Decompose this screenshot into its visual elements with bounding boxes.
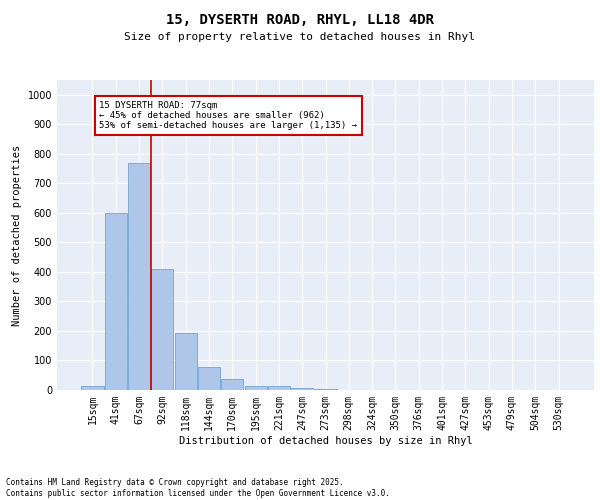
- X-axis label: Distribution of detached houses by size in Rhyl: Distribution of detached houses by size …: [179, 436, 472, 446]
- Bar: [314, 389, 337, 390]
- Text: 15, DYSERTH ROAD, RHYL, LL18 4DR: 15, DYSERTH ROAD, RHYL, LL18 4DR: [166, 12, 434, 26]
- Bar: [198, 367, 220, 390]
- Bar: [128, 162, 150, 390]
- Text: Size of property relative to detached houses in Rhyl: Size of property relative to detached ho…: [125, 32, 476, 42]
- Bar: [221, 379, 244, 390]
- Bar: [268, 386, 290, 390]
- Y-axis label: Number of detached properties: Number of detached properties: [12, 144, 22, 326]
- Bar: [105, 213, 127, 390]
- Bar: [175, 333, 197, 390]
- Bar: [291, 388, 313, 390]
- Text: Contains HM Land Registry data © Crown copyright and database right 2025.
Contai: Contains HM Land Registry data © Crown c…: [6, 478, 390, 498]
- Bar: [245, 386, 266, 390]
- Text: 15 DYSERTH ROAD: 77sqm
← 45% of detached houses are smaller (962)
53% of semi-de: 15 DYSERTH ROAD: 77sqm ← 45% of detached…: [100, 100, 358, 130]
- Bar: [151, 269, 173, 390]
- Bar: [82, 386, 104, 390]
